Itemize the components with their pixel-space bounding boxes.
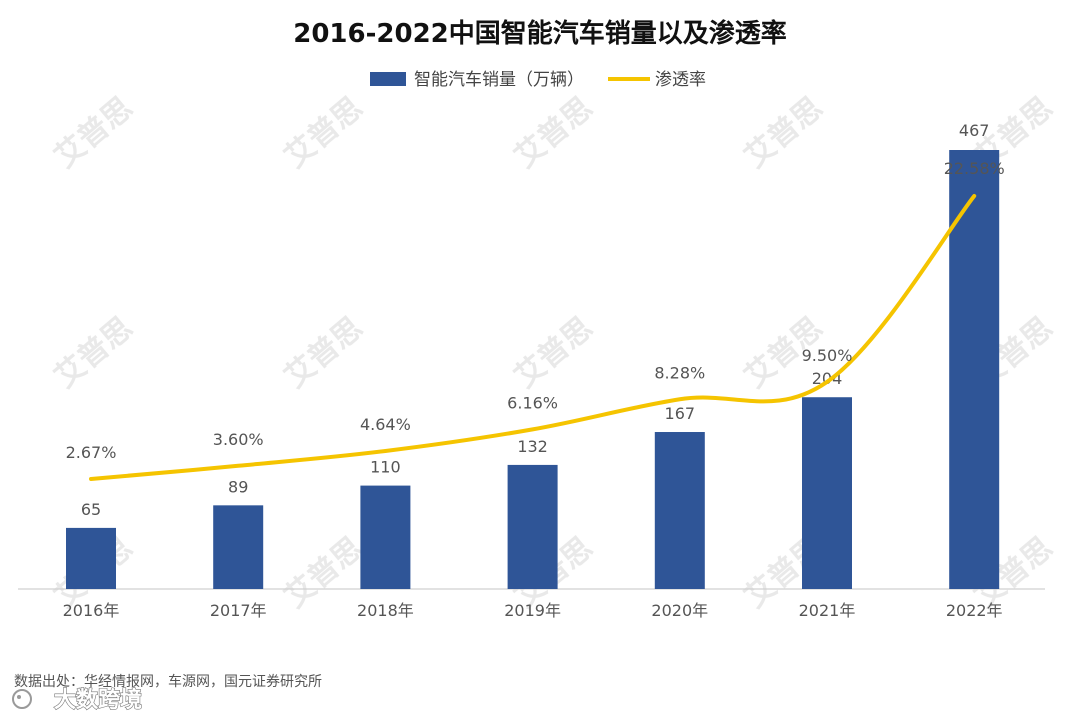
- line-value-label: 2.67%: [66, 443, 117, 462]
- penetration-line: [89, 194, 977, 481]
- brand-logo: 大数跨境: [12, 686, 143, 714]
- chart-title: 2016-2022中国智能汽车销量以及渗透率: [293, 18, 787, 49]
- legend-bar-label: 智能汽车销量（万辆）: [414, 70, 584, 90]
- watermark-text: 艾普思: [508, 310, 599, 395]
- x-axis-tick-labels: 2016年 2017年 2018年 2019年 2020年 2021年 2022年: [63, 601, 1003, 620]
- line-series: [89, 194, 977, 481]
- x-tick-label: 2017年: [210, 601, 267, 620]
- watermark-text: 艾普思: [278, 530, 369, 615]
- bar: [66, 527, 116, 589]
- x-tick-label: 2022年: [946, 601, 1003, 620]
- x-tick-label: 2020年: [651, 601, 708, 620]
- brand-name: 大数跨境: [54, 687, 142, 713]
- watermark-text: 艾普思: [48, 310, 139, 395]
- bar-value-label: 65: [81, 500, 101, 519]
- bar-value-label: 89: [228, 477, 248, 496]
- bar: [654, 432, 705, 589]
- line-value-label: 6.16%: [507, 393, 558, 412]
- x-tick-label: 2016年: [63, 601, 120, 620]
- bar-value-label: 132: [517, 437, 548, 456]
- line-value-label: 3.60%: [213, 430, 264, 449]
- source-note: 数据出处：华经情报网，车源网，国元证券研究所: [14, 673, 322, 690]
- legend-line-label: 渗透率: [655, 70, 706, 90]
- bar: [949, 150, 1000, 589]
- bar: [360, 485, 411, 589]
- legend-bar-swatch: [370, 72, 406, 86]
- line-value-label: 9.50%: [802, 346, 853, 365]
- x-tick-label: 2018年: [357, 601, 414, 620]
- watermark-text: 艾普思: [48, 90, 139, 175]
- line-value-label: 22.58%: [944, 159, 1005, 178]
- x-tick-label: 2021年: [799, 601, 856, 620]
- x-tick-label: 2019年: [504, 601, 561, 620]
- bar: [213, 505, 264, 589]
- legend: 智能汽车销量（万辆） 渗透率: [370, 70, 706, 90]
- bar-value-label: 467: [959, 121, 990, 140]
- bar-value-label: 167: [665, 404, 696, 423]
- bar-series: [66, 150, 1000, 589]
- bar-value-label: 110: [370, 458, 401, 477]
- line-value-labels: 2.67% 3.60% 4.64% 6.16% 8.28% 9.50% 22.58%: [66, 159, 1005, 462]
- bar: [507, 464, 558, 589]
- line-value-label: 8.28%: [654, 363, 705, 382]
- line-value-label: 4.64%: [360, 415, 411, 434]
- watermark-text: 艾普思: [508, 90, 599, 175]
- watermark-text: 艾普思: [278, 90, 369, 175]
- watermark-text: 艾普思: [738, 90, 829, 175]
- bar: [802, 397, 852, 589]
- watermark-text: 艾普思: [278, 310, 369, 395]
